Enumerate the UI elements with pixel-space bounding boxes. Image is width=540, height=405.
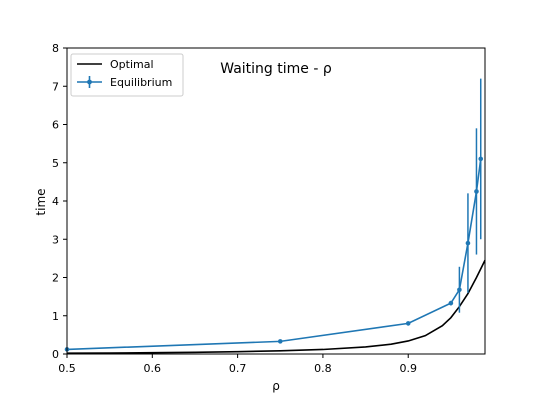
x-tick-label-3: 0.8	[314, 362, 332, 375]
legend: Optimal Equilibrium	[70, 53, 184, 97]
y-tick-label-6: 6	[52, 119, 59, 132]
chart-title: Waiting time - ρ	[220, 61, 332, 77]
x-tick-label-4: 0.9	[399, 362, 417, 375]
series-optimal-line	[66, 259, 486, 354]
x-tick-label-1: 0.6	[144, 362, 162, 375]
plot-frame	[66, 47, 486, 355]
equilibrium-point-6	[474, 189, 479, 194]
legend-label-optimal: Optimal	[110, 58, 154, 71]
legend-label-equilibrium: Equilibrium	[110, 76, 172, 89]
x-axis-label: ρ	[272, 379, 280, 393]
y-tick-label-3: 3	[52, 233, 59, 246]
y-axis-label: time	[34, 188, 48, 215]
equilibrium-point-4	[457, 287, 462, 293]
y-tick-label-5: 5	[52, 157, 59, 170]
y-tick-label-1: 1	[52, 310, 59, 323]
equilibrium-point-7	[478, 156, 484, 162]
y-tick-label-0: 0	[52, 348, 59, 361]
series-equilibrium-line	[66, 158, 482, 351]
legend-marker-equilibrium	[87, 79, 92, 85]
equilibrium-point-2	[405, 321, 411, 326]
equilibrium-point-5	[465, 240, 471, 246]
x-tick-label-0: 0.5	[58, 362, 76, 375]
y-tick-label-2: 2	[52, 272, 59, 285]
x-tick-label-2: 0.7	[229, 362, 247, 375]
y-tick-label-8: 8	[52, 42, 59, 55]
y-tick-label-4: 4	[52, 195, 59, 208]
plot-area: 0.5 0.6 0.7 0.8 0.9 0 1 2 3 4 5 6 7 8	[52, 42, 486, 375]
y-tick-label-7: 7	[52, 80, 59, 93]
equilibrium-point-3	[448, 300, 454, 306]
equilibrium-point-1	[277, 339, 283, 344]
